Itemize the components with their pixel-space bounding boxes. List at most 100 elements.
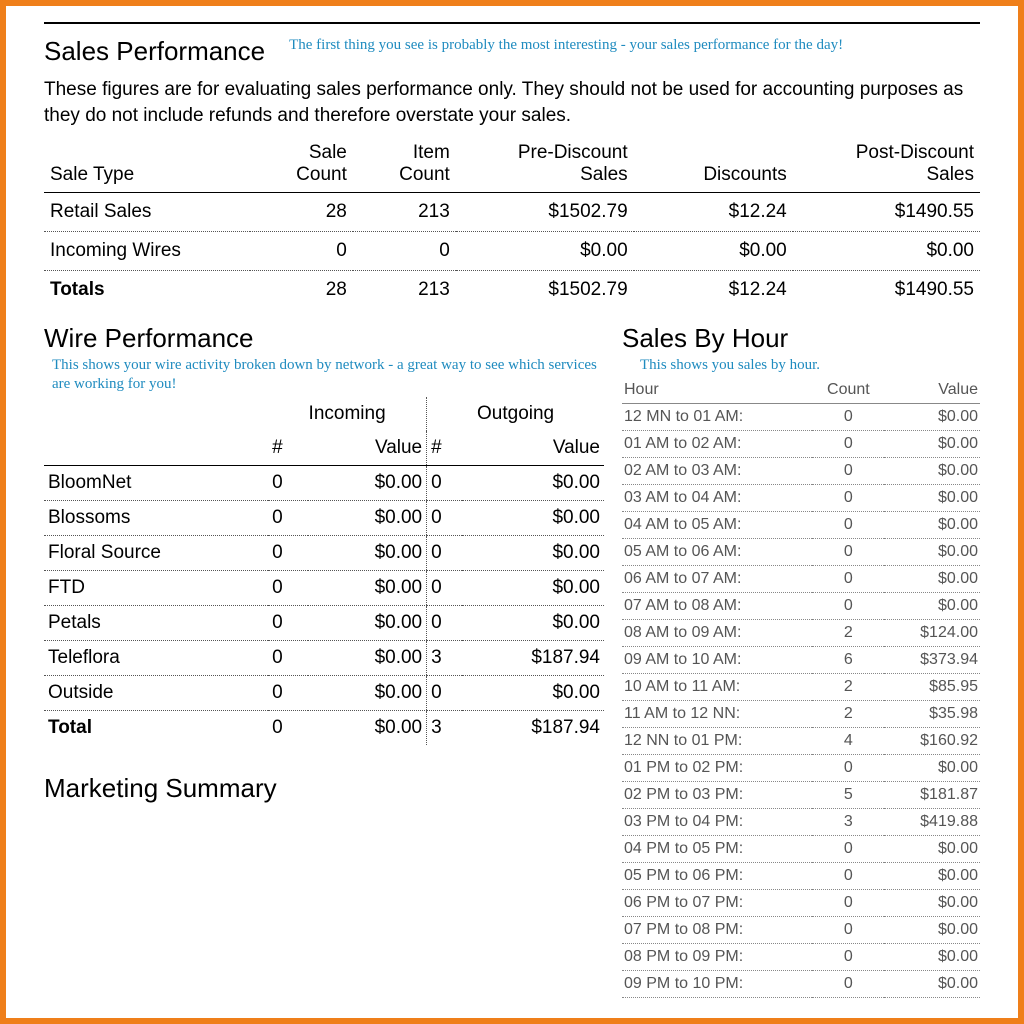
hour-cell: 12 MN to 01 AM: [622,403,812,430]
hour-cell: $419.88 [884,808,980,835]
sp-total-cell: 28 [250,270,353,309]
sp-total-cell: $12.24 [634,270,793,309]
hour-cell: $0.00 [884,565,980,592]
wire-cell: $0.00 [308,711,427,746]
hour-cell: 0 [812,835,884,862]
wire-cell: $0.00 [462,466,604,501]
hour-cell: 05 AM to 06 AM: [622,538,812,565]
sp-cell: 28 [250,192,353,231]
hour-row: 06 PM to 07 PM:0$0.00 [622,889,980,916]
wire-sub-in-val: Value [308,431,427,466]
wire-performance-annotation: This shows your wire activity broken dow… [52,356,604,394]
sp-cell: $12.24 [634,192,793,231]
wire-cell: 0 [268,711,307,746]
wire-cell: 0 [427,501,462,536]
hour-cell: 4 [812,727,884,754]
hour-cell: 08 PM to 09 PM: [622,943,812,970]
hour-cell: 06 AM to 07 AM: [622,565,812,592]
hour-cell: 03 AM to 04 AM: [622,484,812,511]
wire-row: Teleflora0$0.003$187.94 [44,641,604,676]
sp-row: Incoming Wires00$0.00$0.00$0.00 [44,231,980,270]
hour-cell: 0 [812,862,884,889]
hour-cell: 0 [812,430,884,457]
sp-col-2: ItemCount [353,138,456,192]
hour-cell: 0 [812,754,884,781]
wire-cell: 0 [268,676,307,711]
sp-col-1: SaleCount [250,138,353,192]
hour-cell: 09 PM to 10 PM: [622,970,812,997]
sp-total-cell: $1490.55 [793,270,980,309]
hour-cell: $160.92 [884,727,980,754]
hour-cell: 0 [812,943,884,970]
hour-cell: 6 [812,646,884,673]
wire-cell: $0.00 [462,676,604,711]
wire-row: FTD0$0.000$0.00 [44,571,604,606]
hour-row: 05 AM to 06 AM:0$0.00 [622,538,980,565]
sp-cell: $0.00 [456,231,634,270]
wire-col-outgoing: Outgoing [427,397,604,431]
sp-cell: 0 [250,231,353,270]
wire-cell: $0.00 [308,606,427,641]
wire-cell: 0 [268,571,307,606]
hour-cell: 10 AM to 11 AM: [622,673,812,700]
hour-cell: $124.00 [884,619,980,646]
hour-cell: 06 PM to 07 PM: [622,889,812,916]
hour-row: 06 AM to 07 AM:0$0.00 [622,565,980,592]
hour-cell: $373.94 [884,646,980,673]
hour-col-value: Value [884,379,980,404]
hour-cell: $0.00 [884,511,980,538]
report-page: Sales Performance The first thing you se… [0,0,1024,1024]
hour-cell: 09 AM to 10 AM: [622,646,812,673]
wire-cell: $0.00 [308,466,427,501]
sp-total-cell: Totals [44,270,250,309]
hour-cell: $0.00 [884,943,980,970]
hour-row: 12 NN to 01 PM:4$160.92 [622,727,980,754]
wire-cell: 0 [268,641,307,676]
hour-row: 02 AM to 03 AM:0$0.00 [622,457,980,484]
hour-cell: $0.00 [884,538,980,565]
hour-cell: 07 PM to 08 PM: [622,916,812,943]
hour-row: 01 AM to 02 AM:0$0.00 [622,430,980,457]
hour-row: 03 AM to 04 AM:0$0.00 [622,484,980,511]
sp-cell: Retail Sales [44,192,250,231]
wire-cell: $0.00 [308,571,427,606]
wire-cell: Blossoms [44,501,268,536]
hour-row: 09 AM to 10 AM:6$373.94 [622,646,980,673]
sp-col-5: Post-DiscountSales [793,138,980,192]
wire-cell: 0 [268,466,307,501]
hour-cell: $0.00 [884,889,980,916]
sp-col-4: Discounts [634,138,793,192]
hour-cell: 0 [812,457,884,484]
wire-cell: 0 [427,571,462,606]
wire-sub-in-num: # [268,431,307,466]
wire-cell: $0.00 [308,501,427,536]
hour-cell: 0 [812,403,884,430]
wire-row: Outside0$0.000$0.00 [44,676,604,711]
wire-cell: 0 [427,676,462,711]
wire-cell: 3 [427,711,462,746]
wire-cell: BloomNet [44,466,268,501]
hour-cell: $0.00 [884,862,980,889]
hour-cell: 02 AM to 03 AM: [622,457,812,484]
sales-performance-annotation: The first thing you see is probably the … [289,36,843,55]
hour-cell: 3 [812,808,884,835]
wire-cell: Floral Source [44,536,268,571]
wire-cell: $0.00 [308,536,427,571]
hour-cell: 0 [812,592,884,619]
hour-row: 05 PM to 06 PM:0$0.00 [622,862,980,889]
wire-row: Floral Source0$0.000$0.00 [44,536,604,571]
wire-cell: Petals [44,606,268,641]
hour-row: 11 AM to 12 NN:2$35.98 [622,700,980,727]
wire-row: Petals0$0.000$0.00 [44,606,604,641]
sp-cell: $0.00 [793,231,980,270]
hour-cell: 07 AM to 08 AM: [622,592,812,619]
wire-row: BloomNet0$0.000$0.00 [44,466,604,501]
hour-row: 02 PM to 03 PM:5$181.87 [622,781,980,808]
sp-cell: $0.00 [634,231,793,270]
hour-cell: 04 AM to 05 AM: [622,511,812,538]
hour-cell: $0.00 [884,403,980,430]
wire-cell: $0.00 [462,536,604,571]
wire-cell: 0 [268,501,307,536]
wire-cell: 3 [427,641,462,676]
hour-cell: 03 PM to 04 PM: [622,808,812,835]
